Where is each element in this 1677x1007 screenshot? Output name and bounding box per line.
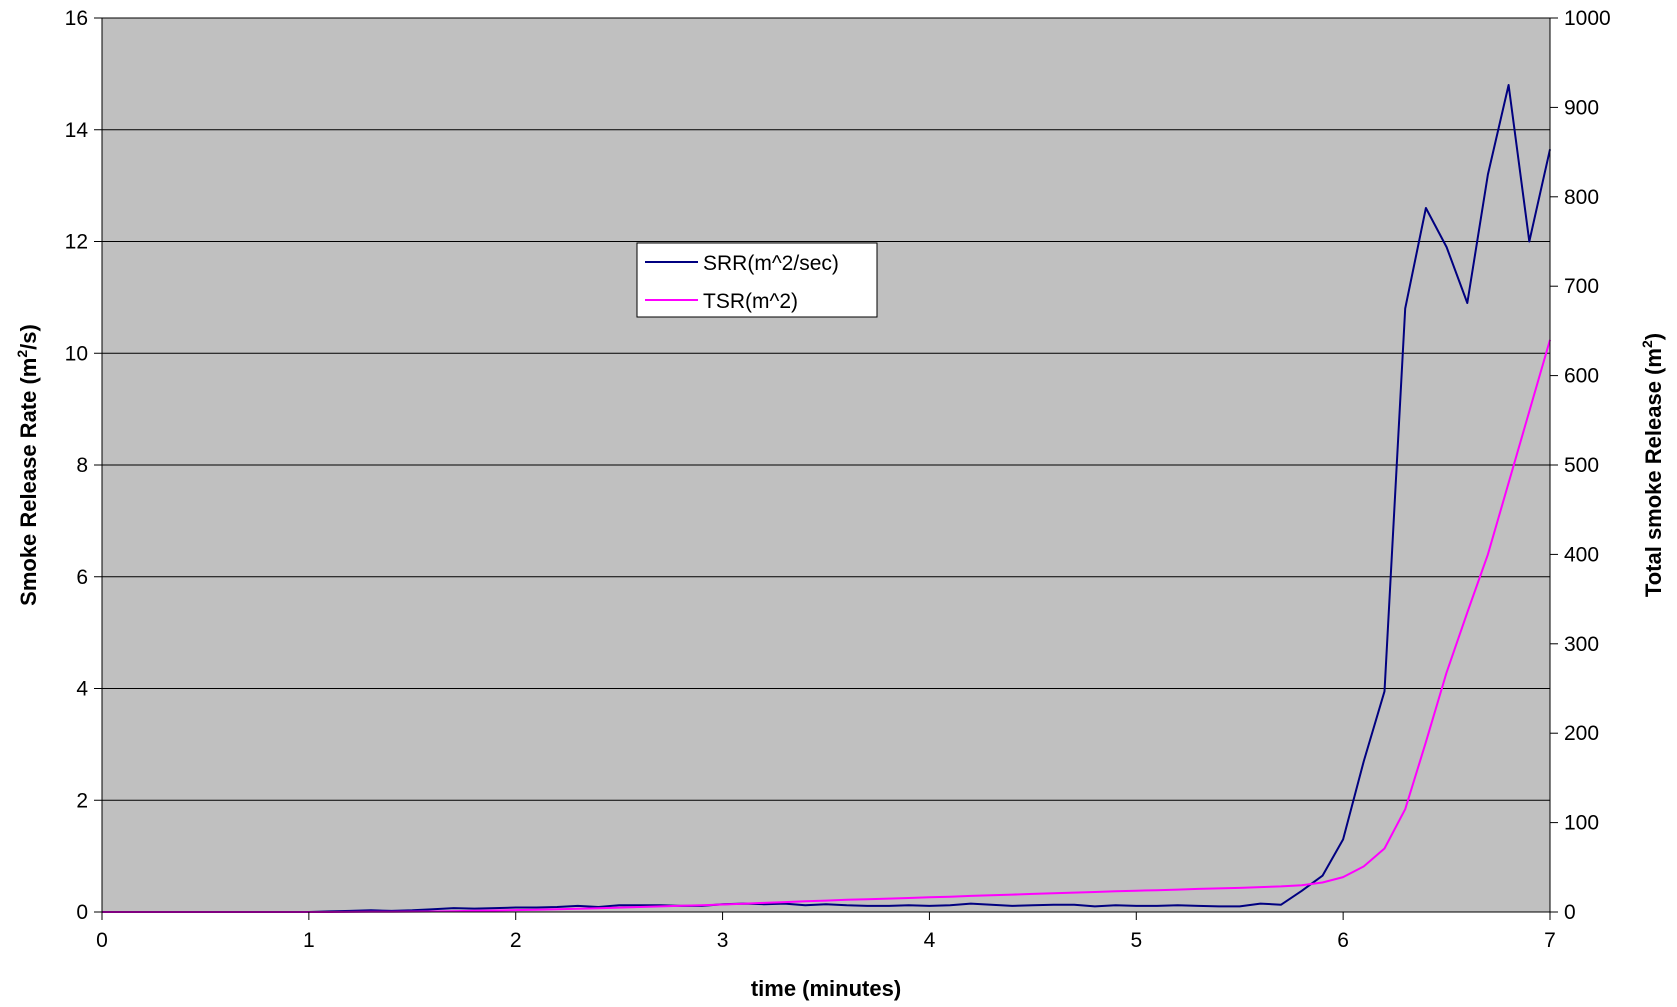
right-y-tick-label: 500	[1564, 454, 1599, 477]
right-y-axis-title-base: Total smoke Release (m	[1641, 348, 1666, 597]
left-y-axis-title-base: Smoke Release Rate (m	[16, 358, 41, 606]
legend: SRR(m^2/sec) TSR(m^2)	[636, 242, 878, 318]
x-tick-label: 7	[1544, 929, 1556, 952]
x-tick-label: 0	[96, 929, 108, 952]
left-y-tick-label: 6	[76, 566, 88, 589]
left-y-tick-label: 16	[65, 7, 88, 30]
right-y-tick-label: 1000	[1564, 7, 1611, 30]
right-y-tick-label: 600	[1564, 365, 1599, 388]
left-y-tick-label: 4	[76, 678, 88, 701]
legend-srr-label: SRR(m^2/sec)	[703, 252, 839, 275]
x-axis-title: time (minutes)	[751, 976, 901, 1001]
left-y-axis-title: Smoke Release Rate (m2/s)	[14, 324, 41, 606]
right-y-tick-label: 300	[1564, 633, 1599, 656]
left-y-tick-label: 12	[65, 231, 88, 254]
left-y-tick-label: 0	[76, 901, 88, 924]
left-y-tick-label: 8	[76, 454, 88, 477]
left-y-axis-title-sup: 2	[14, 350, 30, 358]
right-y-tick-label: 0	[1564, 901, 1576, 924]
x-tick-label: 6	[1337, 929, 1349, 952]
right-y-tick-label: 700	[1564, 275, 1599, 298]
right-y-tick-label: 400	[1564, 543, 1599, 566]
x-tick-label: 2	[510, 929, 522, 952]
x-tick-label: 5	[1130, 929, 1142, 952]
right-y-axis-title-end: )	[1641, 333, 1666, 340]
x-tick-label: 4	[924, 929, 936, 952]
right-y-tick-label: 200	[1564, 722, 1599, 745]
left-y-tick-label: 10	[65, 342, 88, 365]
x-tick-label: 3	[717, 929, 729, 952]
right-y-tick-label: 800	[1564, 186, 1599, 209]
right-y-axis-title: Total smoke Release (m2)	[1639, 333, 1666, 597]
right-y-tick-label: 100	[1564, 812, 1599, 835]
legend-tsr-label: TSR(m^2)	[703, 290, 798, 313]
left-y-axis-title-end: /s)	[16, 324, 41, 350]
legend-box	[636, 242, 878, 318]
axes-layer: 0246810121416010020030040050060070080090…	[65, 7, 1611, 952]
right-y-axis-title-sup: 2	[1639, 340, 1655, 348]
left-y-tick-label: 2	[76, 789, 88, 812]
horizontal-gridlines	[102, 129, 1550, 801]
x-tick-label: 1	[303, 929, 315, 952]
right-y-tick-label: 900	[1564, 96, 1599, 119]
left-y-tick-label: 14	[65, 119, 89, 142]
